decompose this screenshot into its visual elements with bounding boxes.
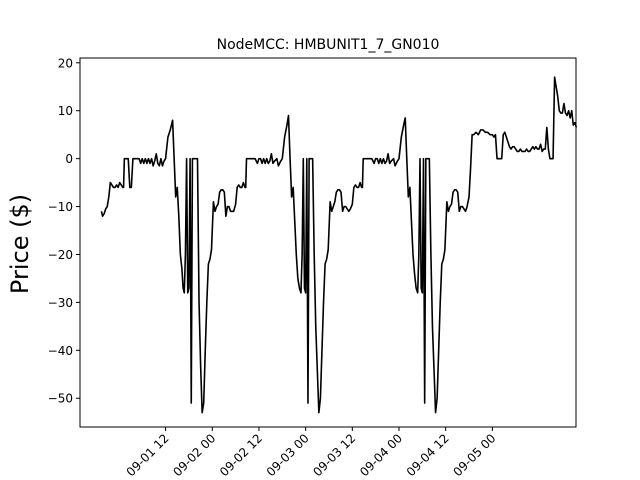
y-tick-label: −50 — [48, 392, 73, 406]
x-tick-label: 09-02 12 — [217, 431, 265, 479]
series-group — [100, 76, 578, 414]
x-tick-label: 09-03 00 — [264, 431, 312, 479]
x-tick-label: 09-04 00 — [357, 431, 405, 479]
y-tick-label: −10 — [48, 200, 73, 214]
y-axis-label: Price ($) — [6, 194, 34, 294]
x-tick-label: 09-02 00 — [170, 431, 218, 479]
chart-title: NodeMCC: HMBUNIT1_7_GN010 — [217, 37, 440, 53]
y-tick-label: −30 — [48, 296, 73, 310]
y-tick-label: 10 — [58, 104, 73, 118]
y-tick-label: 20 — [58, 56, 73, 70]
y-tick-label: −20 — [48, 248, 73, 262]
x-tick-label: 09-05 00 — [450, 431, 498, 479]
x-tick-label: 09-03 12 — [310, 431, 358, 479]
plot-frame — [79, 57, 577, 428]
x-tick-label: 09-01 12 — [124, 431, 172, 479]
y-tick-label: −40 — [48, 344, 73, 358]
y-tick-label: 0 — [65, 152, 73, 166]
price-series-line — [100, 76, 578, 414]
x-tick-label: 09-04 12 — [404, 431, 452, 479]
y-axis-ticks: 20 10 0 −10 −20 −30 −40 −50 — [48, 56, 80, 406]
